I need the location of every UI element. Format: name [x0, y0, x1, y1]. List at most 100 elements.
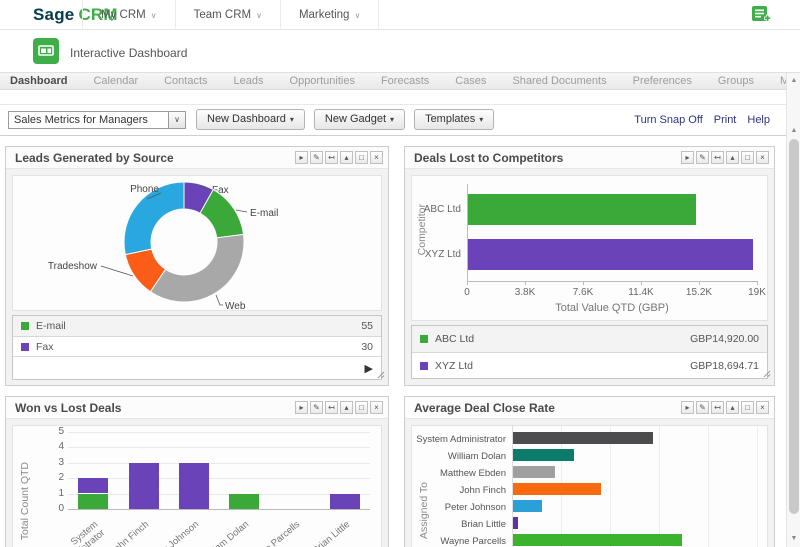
close-icon[interactable]: × — [756, 401, 769, 414]
tab-opportunities[interactable]: Opportunities — [289, 75, 355, 87]
edit-icon[interactable]: ✎ — [310, 151, 323, 164]
toolbar-links: Turn Snap Off Print Help — [634, 114, 770, 126]
donut-slice-phone[interactable] — [123, 181, 185, 256]
collapse-icon[interactable]: ▴ — [340, 401, 353, 414]
tab-forecasts[interactable]: Forecasts — [380, 75, 430, 87]
bar-william-dolan[interactable] — [513, 449, 574, 461]
category-label: Peter Johnson — [444, 502, 506, 513]
help-link[interactable]: Help — [747, 114, 770, 126]
legend-pager-next-icon[interactable]: ▶ — [364, 362, 373, 375]
scrollbar-thumb[interactable] — [789, 139, 799, 514]
templates-button[interactable]: Templates ▾ — [414, 109, 495, 130]
turn-snap-off-link[interactable]: Turn Snap Off — [634, 114, 703, 126]
scrollbar-up-icon[interactable]: ▲ — [790, 77, 798, 84]
y-tick-label: 0 — [58, 503, 64, 514]
close-icon[interactable]: × — [370, 401, 383, 414]
move-icon[interactable]: ↤ — [325, 401, 338, 414]
bar-john-finch[interactable] — [513, 483, 601, 495]
gadget-title: Won vs Lost Deals — [15, 401, 122, 415]
tab-leads[interactable]: Leads — [233, 75, 264, 87]
gadget-header[interactable]: Deals Lost to Competitors ▸ ✎ ↤ ▴ □ × — [405, 147, 774, 169]
bar-won-system-administrator[interactable] — [78, 494, 108, 509]
legend-row[interactable]: Fax 30 — [13, 336, 381, 356]
bar-lost-system-administrator[interactable] — [78, 478, 108, 493]
dashboard-select[interactable]: Sales Metrics for Managers ∨ — [8, 111, 186, 129]
collapse-icon[interactable]: ▴ — [726, 151, 739, 164]
edit-icon[interactable]: ✎ — [696, 151, 709, 164]
legend-swatch — [420, 335, 428, 343]
legend-row[interactable]: ABC Ltd GBP14,920.00 — [412, 326, 767, 352]
legend-label: Fax — [36, 340, 54, 353]
close-icon[interactable]: × — [370, 151, 383, 164]
tab-preferences[interactable]: Preferences — [632, 75, 692, 87]
nav-item-my-crm[interactable]: My CRM ∨ — [82, 0, 176, 30]
legend-value: GBP14,920.00 — [690, 333, 759, 345]
gadget-body: Fax E-mail Web Tradeshow Phone E-mail 55 Fax 30… — [6, 169, 388, 386]
slice-label: Tradeshow — [48, 261, 98, 272]
x-tick-label: 7.6K — [572, 287, 594, 298]
bar-lost-peter-johnson[interactable] — [179, 463, 209, 509]
gridline — [68, 432, 370, 433]
legend-row[interactable]: XYZ Ltd GBP18,694.71 — [412, 352, 767, 378]
run-icon[interactable]: ▸ — [681, 151, 694, 164]
x-tick-label: 19K — [748, 287, 766, 298]
bar-won-william-dolan[interactable] — [229, 494, 259, 509]
x-tick — [467, 281, 468, 285]
gadget-header[interactable]: Average Deal Close Rate ▸ ✎ ↤ ▴ □ × — [405, 397, 774, 419]
print-link[interactable]: Print — [713, 114, 737, 126]
bar-lost-brian-little[interactable] — [330, 494, 360, 509]
category-label: Brian Little — [310, 519, 353, 547]
bar-wayne-parcells[interactable] — [513, 534, 682, 546]
maximize-icon[interactable]: □ — [741, 401, 754, 414]
new-gadget-button[interactable]: New Gadget ▾ — [313, 109, 406, 130]
tab-contacts[interactable]: Contacts — [164, 75, 208, 87]
maximize-icon[interactable]: □ — [355, 151, 368, 164]
nav-item-team-crm[interactable]: Team CRM ∨ — [174, 0, 281, 30]
chart-legend: ABC Ltd GBP14,920.00 XYZ Ltd GBP18,694.71 — [411, 325, 768, 379]
gadget-body: Competitor ABC Ltd XYZ Ltd 0 3.8K 7.6K 11.4K 15… — [405, 169, 774, 385]
category-label: Peter Johnson — [147, 519, 202, 547]
new-note-icon[interactable] — [750, 4, 772, 26]
bar-matthew-ebden[interactable] — [513, 466, 555, 478]
bar-system-administrator[interactable] — [513, 432, 653, 444]
run-icon[interactable]: ▸ — [295, 401, 308, 414]
donut-slice-web[interactable] — [149, 233, 245, 303]
maximize-icon[interactable]: □ — [741, 151, 754, 164]
edit-icon[interactable]: ✎ — [696, 401, 709, 414]
collapse-icon[interactable]: ▴ — [340, 151, 353, 164]
bar-xyz-ltd[interactable] — [468, 239, 753, 270]
resize-handle[interactable] — [763, 365, 771, 383]
gadget-title: Deals Lost to Competitors — [414, 151, 564, 165]
scrollbar-up-icon[interactable]: ▲ — [790, 127, 798, 134]
bar-brian-little[interactable] — [513, 517, 518, 529]
maximize-icon[interactable]: □ — [355, 401, 368, 414]
run-icon[interactable]: ▸ — [295, 151, 308, 164]
gadget-header[interactable]: Won vs Lost Deals ▸ ✎ ↤ ▴ □ × — [6, 397, 388, 419]
tab-calendar[interactable]: Calendar — [93, 75, 139, 87]
move-icon[interactable]: ↤ — [325, 151, 338, 164]
bar-peter-johnson[interactable] — [513, 500, 542, 512]
sage-crm-logo[interactable]: Sage CRM — [33, 5, 118, 25]
gridline — [68, 493, 370, 495]
resize-handle[interactable] — [377, 366, 385, 384]
bar-abc-ltd[interactable] — [468, 194, 696, 225]
bar-lost-john-finch[interactable] — [129, 463, 159, 509]
close-icon[interactable]: × — [756, 151, 769, 164]
gadget-header[interactable]: Leads Generated by Source ▸ ✎ ↤ ▴ □ × — [6, 147, 388, 169]
tab-groups[interactable]: Groups — [717, 75, 754, 87]
move-icon[interactable]: ↤ — [711, 151, 724, 164]
legend-row[interactable]: E-mail 55 — [13, 316, 381, 336]
chevron-down-icon[interactable]: ∨ — [168, 112, 185, 128]
scrollbar-down-icon[interactable]: ▼ — [790, 535, 798, 542]
edit-icon[interactable]: ✎ — [310, 401, 323, 414]
run-icon[interactable]: ▸ — [681, 401, 694, 414]
vertical-scrollbar[interactable]: ▲ ▲ ▼ — [786, 73, 800, 547]
nav-item-marketing[interactable]: Marketing ∨ — [279, 0, 380, 30]
tab-cases[interactable]: Cases — [455, 75, 487, 87]
collapse-icon[interactable]: ▴ — [726, 401, 739, 414]
new-dashboard-button[interactable]: New Dashboard ▾ — [196, 109, 305, 130]
tab-dashboard[interactable]: Dashboard — [10, 75, 68, 87]
tab-shared-documents[interactable]: Shared Documents — [512, 75, 607, 87]
gadget-won-vs-lost-deals: Won vs Lost Deals ▸ ✎ ↤ ▴ □ × Total Count QTD… — [5, 396, 389, 547]
move-icon[interactable]: ↤ — [711, 401, 724, 414]
